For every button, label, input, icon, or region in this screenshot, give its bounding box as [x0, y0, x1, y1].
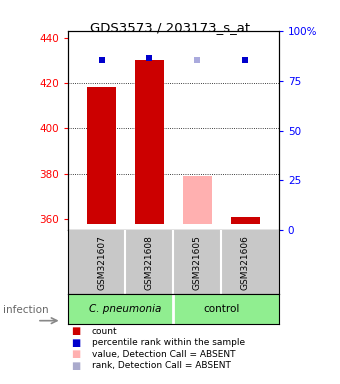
Text: count: count	[92, 326, 117, 336]
Text: GDS3573 / 203173_s_at: GDS3573 / 203173_s_at	[90, 21, 250, 34]
Text: GSM321606: GSM321606	[241, 235, 250, 290]
Text: infection: infection	[3, 305, 49, 315]
Text: rank, Detection Call = ABSENT: rank, Detection Call = ABSENT	[92, 361, 231, 370]
Text: GSM321608: GSM321608	[145, 235, 154, 290]
Text: ■: ■	[71, 349, 81, 359]
Text: ■: ■	[71, 326, 81, 336]
Bar	[87, 88, 116, 223]
Text: ■: ■	[71, 361, 81, 371]
Bar	[231, 217, 260, 223]
Text: control: control	[203, 304, 239, 314]
Bar	[183, 176, 212, 223]
Text: percentile rank within the sample: percentile rank within the sample	[92, 338, 245, 347]
Text: ■: ■	[71, 338, 81, 348]
Text: GSM321607: GSM321607	[97, 235, 106, 290]
Bar	[135, 60, 164, 223]
Text: C. pneumonia: C. pneumonia	[89, 304, 162, 314]
Text: GSM321605: GSM321605	[193, 235, 202, 290]
Text: value, Detection Call = ABSENT: value, Detection Call = ABSENT	[92, 349, 235, 359]
